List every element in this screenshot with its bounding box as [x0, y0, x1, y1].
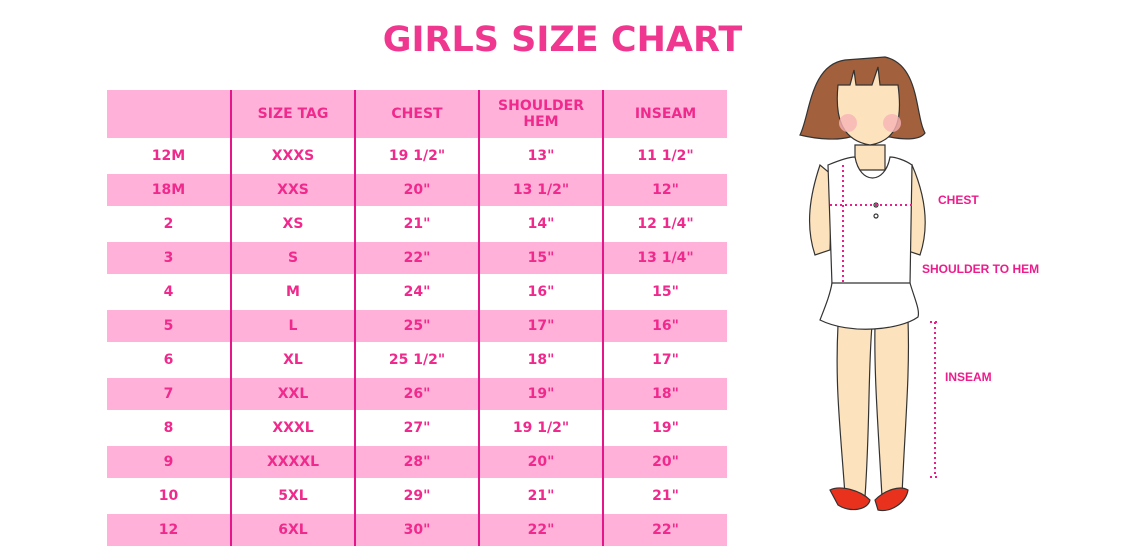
table-cell: 30": [354, 513, 479, 546]
table-cell: XXXXL: [230, 445, 355, 479]
table-cell: 15": [478, 241, 603, 275]
table-cell: 12: [107, 513, 231, 546]
table-cell: 18": [602, 377, 727, 411]
chest-label: CHEST: [938, 193, 979, 207]
table-cell: 20": [602, 445, 727, 479]
column-header: [107, 90, 231, 139]
table-row: 8 XXXL 27" 19 1/2" 19": [107, 411, 727, 445]
table-cell: 19 1/2": [354, 139, 479, 173]
table-cell: 22": [354, 241, 479, 275]
table-row: 3 S 22" 15" 13 1/4": [107, 241, 727, 275]
table-cell: 13 1/2": [478, 173, 603, 207]
table-cell: 5: [107, 309, 231, 343]
table-cell: 11 1/2": [602, 139, 727, 173]
table-cell: 16": [602, 309, 727, 343]
table-cell: 22": [602, 513, 727, 546]
column-header: SHOULDER HEM: [478, 90, 603, 139]
table-cell: 21": [478, 479, 603, 513]
table-cell: XXL: [230, 377, 355, 411]
table-cell: 7: [107, 377, 231, 411]
shoulder-to-hem-label: SHOULDER TO HEM: [922, 262, 1040, 276]
table-row: 9 XXXXL 28" 20" 20": [107, 445, 727, 479]
table-cell: 19": [478, 377, 603, 411]
table-cell: 20": [478, 445, 603, 479]
table-cell: 13 1/4": [602, 241, 727, 275]
page-title: GIRLS SIZE CHART: [382, 20, 743, 60]
table-row: 4 M 24" 16" 15": [107, 275, 727, 309]
table-row: 5 L 25" 17" 16": [107, 309, 727, 343]
table-cell: XXXL: [230, 411, 355, 445]
table-cell: 12": [602, 173, 727, 207]
table-cell: 14": [478, 207, 603, 241]
table-row: 12 6XL 30" 22" 22": [107, 513, 727, 546]
table-cell: 4: [163, 284, 174, 300]
table-cell: 17": [602, 343, 727, 377]
table-cell: XXXS: [230, 139, 355, 173]
table-cell: 12 1/4": [602, 207, 727, 241]
table-cell: 6: [163, 352, 174, 368]
girl-measurement-illustration: [799, 56, 940, 512]
table-cell: 3: [107, 241, 231, 275]
table-cell: XS: [230, 207, 355, 241]
table-cell: XL: [230, 343, 355, 377]
table-cell: 12M: [151, 148, 186, 164]
table-row: 2 XS 21" 14" 12 1/4": [107, 207, 727, 241]
table-cell: 25 1/2": [354, 343, 479, 377]
table-row: 12M XXXS 19 1/2" 13" 11 1/2": [107, 139, 727, 173]
table-cell: XXS: [230, 173, 355, 207]
column-header: INSEAM: [602, 90, 727, 139]
inseam-label: INSEAM: [945, 370, 992, 384]
table-header-row: SIZE TAG CHEST SHOULDER HEM INSEAM: [107, 90, 727, 139]
table-cell: 13": [478, 139, 603, 173]
table-cell: 26": [354, 377, 479, 411]
table-cell: 9: [107, 445, 231, 479]
table-cell: 19": [602, 411, 727, 445]
table-row: 18M XXS 20" 13 1/2" 12": [107, 173, 727, 207]
table-cell: 6XL: [230, 513, 355, 546]
table-cell: 17": [478, 309, 603, 343]
table-cell: 19 1/2": [478, 411, 603, 445]
table-cell: 10: [158, 488, 179, 504]
table-cell: 20": [354, 173, 479, 207]
table-cell: S: [230, 241, 355, 275]
table-cell: 21": [602, 479, 727, 513]
table-row: 6 XL 25 1/2" 18" 17": [107, 343, 727, 377]
table-cell: 16": [478, 275, 603, 309]
table-row: 7 XXL 26" 19" 18": [107, 377, 727, 411]
table-cell: 22": [478, 513, 603, 546]
table-row: 10 5XL 29" 21" 21": [107, 479, 727, 513]
table-cell: 28": [354, 445, 479, 479]
table-cell: 29": [354, 479, 479, 513]
table-cell: 2: [163, 216, 174, 232]
table-cell: 15": [602, 275, 727, 309]
size-chart-table: SIZE TAG CHEST SHOULDER HEM INSEAM 12M XXXS 1…: [107, 90, 727, 546]
table-cell: 24": [354, 275, 479, 309]
table-cell: 27": [354, 411, 479, 445]
table-cell: 21": [354, 207, 479, 241]
table-cell: L: [230, 309, 355, 343]
table-cell: 25": [354, 309, 479, 343]
column-header: CHEST: [354, 90, 479, 139]
table-cell: 18": [478, 343, 603, 377]
table-cell: 18M: [107, 173, 231, 207]
column-header: SIZE TAG: [230, 90, 355, 139]
table-cell: 8: [163, 420, 174, 436]
table-cell: M: [230, 275, 355, 309]
table-cell: 5XL: [230, 479, 355, 513]
